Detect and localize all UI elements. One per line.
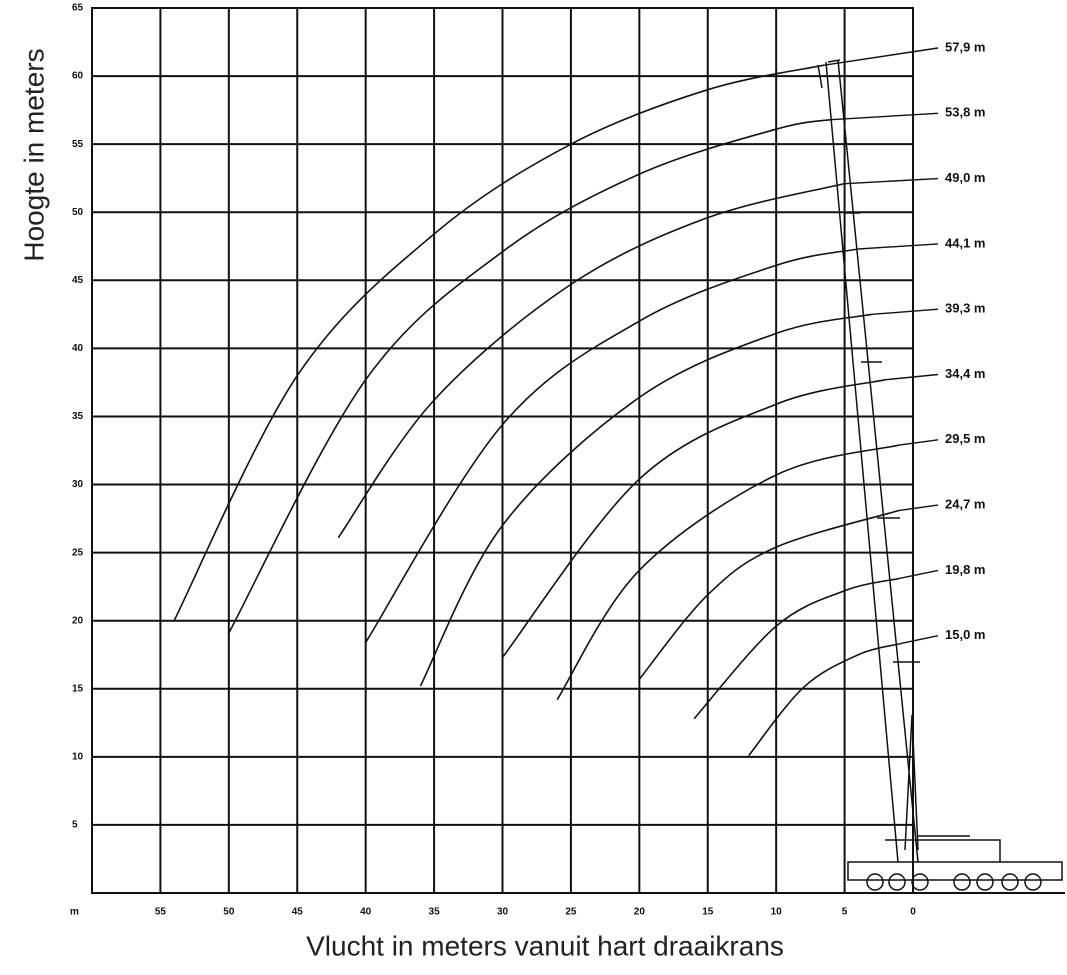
y-tick-label: 60: [72, 71, 84, 82]
leader-line: [899, 439, 939, 446]
x-tick-label: 0: [910, 907, 916, 918]
y-tick-label: 15: [72, 683, 84, 694]
x-tick-label: 30: [497, 907, 509, 918]
y-tick-label: 35: [72, 411, 84, 422]
leader-line: [830, 112, 939, 121]
wheels: [866, 873, 1042, 891]
series-label: 19,8 m: [945, 562, 985, 577]
x-tick-label: 40: [360, 907, 372, 918]
boom-arc: [419, 313, 873, 687]
series-label: 15,0 m: [945, 627, 985, 642]
x-unit-label: m: [70, 907, 79, 918]
x-tick-label: 10: [771, 907, 783, 918]
series-label: 53,8 m: [945, 105, 985, 120]
x-tick-label: 20: [634, 907, 646, 918]
leader-line: [844, 177, 939, 185]
y-tick-label: 55: [72, 139, 84, 150]
boom-arc: [638, 509, 900, 680]
series-label: 57,9 m: [945, 39, 985, 54]
y-tick-label: 25: [72, 547, 84, 558]
boom-arc: [337, 182, 845, 539]
series-label: 39,3 m: [945, 301, 985, 316]
y-tick-label: 45: [72, 275, 84, 286]
boom-arc: [693, 577, 900, 720]
series-label: 24,7 m: [945, 497, 985, 512]
series-label: 44,1 m: [945, 235, 985, 250]
x-tick-label: 15: [702, 907, 714, 918]
boom-arc: [173, 64, 825, 622]
leader-line: [899, 504, 939, 512]
x-tick-label: 50: [223, 907, 235, 918]
y-tick-label: 50: [72, 207, 84, 218]
x-tick-label: 25: [565, 907, 577, 918]
x-tick-label: 45: [292, 907, 304, 918]
y-axis-title: Hoogte in meters: [18, 48, 49, 261]
crane-drawing: [817, 59, 1063, 891]
y-tick-label: 5: [72, 820, 78, 831]
y-tick-label: 65: [72, 3, 84, 14]
boom-arc: [364, 248, 859, 643]
y-tick-label: 10: [72, 751, 84, 762]
leader-line: [899, 635, 939, 645]
leader-line: [885, 373, 939, 381]
x-tick-label: 55: [155, 907, 167, 918]
x-tick-label: 35: [429, 907, 441, 918]
leader-line: [823, 47, 939, 66]
boom-arc: [748, 643, 900, 756]
boom-arc: [228, 118, 832, 634]
boom-arc: [501, 378, 886, 658]
y-tick-label: 20: [72, 615, 84, 626]
leader-line: [871, 308, 939, 316]
carrier: [847, 835, 1063, 881]
series-label: 34,4 m: [945, 366, 985, 381]
y-tick-label: 30: [72, 479, 84, 490]
leader-line: [858, 243, 939, 250]
x-tick-label: 5: [842, 907, 848, 918]
y-tick-label: 40: [72, 343, 84, 354]
boom-arc: [556, 444, 900, 701]
series-label: 29,5 m: [945, 431, 985, 446]
x-axis-title: Vlucht in meters vanuit hart draaikrans: [306, 930, 784, 961]
series-label: 49,0 m: [945, 170, 985, 185]
leader-line: [899, 569, 939, 580]
